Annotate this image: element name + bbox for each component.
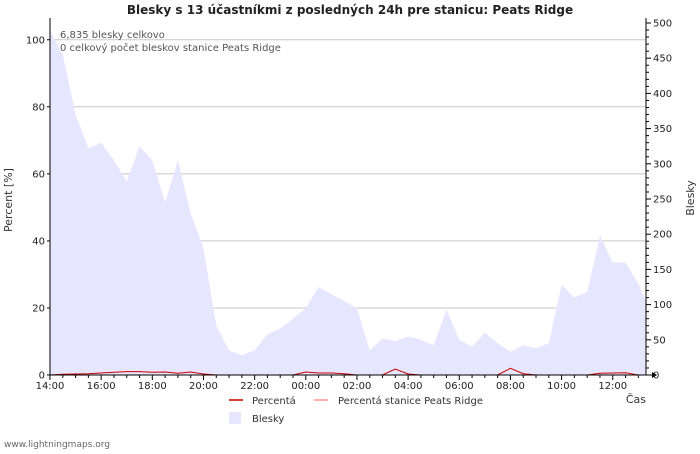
- x-axis-arrow: [652, 372, 657, 378]
- y-right-tick-label: 150: [653, 265, 672, 276]
- x-tick-label: 08:00: [496, 381, 525, 392]
- y-right-tick-label: 500: [653, 19, 672, 30]
- y-left-tick-label: 0: [39, 371, 45, 382]
- footer-source: www.lightningmaps.org: [4, 440, 110, 450]
- x-tick-label: 10:00: [547, 381, 576, 392]
- y-right-tick-label: 300: [653, 159, 672, 170]
- axes: 0 20 40 60 80 100 0 50 100 150 200 250 300 350 400 450 5…: [26, 18, 672, 392]
- x-axis-title: Čas: [626, 393, 646, 406]
- y-left-tick-label: 60: [32, 169, 45, 180]
- x-tick-label: 06:00: [445, 381, 474, 392]
- y-right-tick-label: 200: [653, 230, 672, 241]
- chart-title: Blesky s 13 účastníkmi z posledných 24h …: [127, 3, 573, 17]
- y-right-tick-label: 0: [653, 371, 659, 382]
- y-right-tick-label: 400: [653, 89, 672, 100]
- y-left-tick-label: 100: [26, 35, 45, 46]
- y-axis-left-title: Percent [%]: [2, 168, 15, 232]
- legend: Percentá Percentá stanice Peats Ridge Bl…: [229, 395, 483, 425]
- annotation-station-strikes: 0 celkový počet bleskov stanice Peats Ri…: [60, 42, 281, 54]
- legend-station-label: Percentá stanice Peats Ridge: [338, 395, 483, 407]
- y-axis-right-title: Blesky: [684, 180, 697, 216]
- x-tick-label: 14:00: [36, 381, 65, 392]
- x-tick-label: 20:00: [189, 381, 218, 392]
- y-right-tick-label: 450: [653, 54, 672, 65]
- y-right-tick-label: 50: [653, 335, 666, 346]
- x-tick-label: 04:00: [394, 381, 423, 392]
- x-tick-label: 02:00: [343, 381, 372, 392]
- y-right-tick-label: 100: [653, 300, 672, 311]
- x-tick-label: 16:00: [87, 381, 116, 392]
- annotation-total-strikes: 6,835 blesky celkovo: [60, 30, 165, 41]
- y-left-tick-label: 80: [32, 102, 45, 113]
- legend-blesky-swatch: [229, 412, 241, 424]
- x-tick-label: 00:00: [291, 381, 320, 392]
- y-left-tick-label: 20: [32, 303, 45, 314]
- legend-blesky-label: Blesky: [252, 414, 284, 425]
- y-right-tick-label: 250: [653, 195, 672, 206]
- x-tick-label: 22:00: [240, 381, 269, 392]
- legend-percent-label: Percentá: [252, 395, 296, 407]
- x-tick-label: 18:00: [138, 381, 167, 392]
- y-right-tick-label: 350: [653, 124, 672, 135]
- blesky-area: [50, 30, 646, 375]
- y-left-tick-label: 40: [32, 236, 45, 247]
- x-tick-label: 12:00: [598, 381, 627, 392]
